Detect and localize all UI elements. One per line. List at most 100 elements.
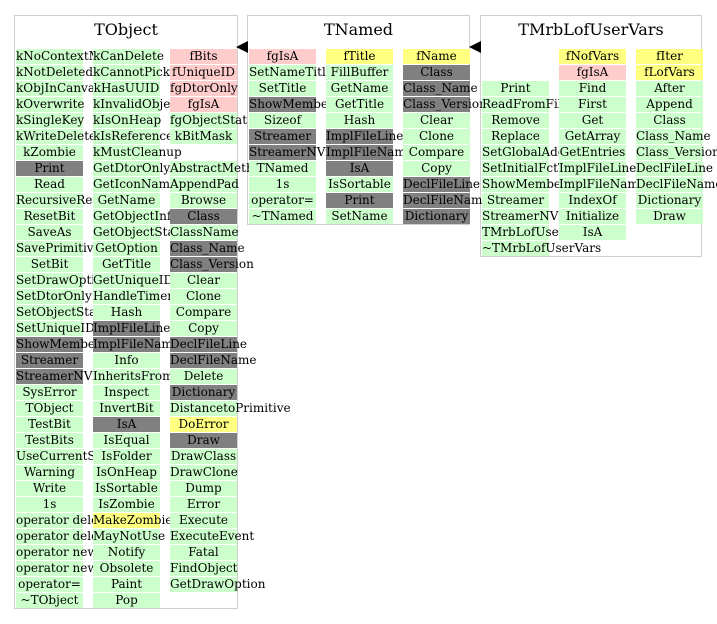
member-0-1-12: GetOption xyxy=(93,241,160,256)
member-2-2-0: fIter xyxy=(636,49,703,64)
member-2-2-1: fLofVars xyxy=(636,65,703,80)
member-2-2-4: Class xyxy=(636,113,703,128)
member-1-1-0: fTitle xyxy=(326,49,393,64)
member-0-1-27: IsSortable xyxy=(93,481,160,496)
member-0-2-21: Dictionary xyxy=(170,385,237,400)
member-2-0-10: StreamerNVirtual xyxy=(482,209,592,224)
member-0-0-24: TestBits xyxy=(16,433,83,448)
member-1-0-2: SetTitle xyxy=(249,81,316,96)
member-1-0-6: StreamerNVirtual xyxy=(249,145,359,160)
member-0-2-0: fBits xyxy=(170,49,237,64)
member-0-0-18: ShowMembers xyxy=(16,337,107,352)
member-1-1-1: FillBuffer xyxy=(326,65,393,80)
member-1-2-2: Class_Name xyxy=(403,81,478,96)
member-0-2-19: DeclFileName xyxy=(170,353,257,368)
member-1-2-8: DeclFileLine xyxy=(403,177,481,192)
member-0-2-13: Class_Version xyxy=(170,257,254,272)
member-0-1-16: Hash xyxy=(93,305,160,320)
member-0-1-28: IsZombie xyxy=(93,497,160,512)
member-0-2-23: DoError xyxy=(170,417,237,432)
member-0-1-20: InheritsFrom xyxy=(93,369,174,384)
member-2-2-6: Class_Version xyxy=(636,145,717,160)
member-0-0-23: TestBit xyxy=(16,417,83,432)
member-0-1-18: ImplFileName xyxy=(93,337,180,352)
member-1-1-5: ImplFileLine xyxy=(326,129,404,144)
member-0-1-10: GetObjectInfo xyxy=(93,209,179,224)
member-1-1-2: GetName xyxy=(326,81,393,96)
member-0-0-19: Streamer xyxy=(16,353,83,368)
member-1-1-7: IsA xyxy=(326,161,393,176)
member-0-2-17: Copy xyxy=(170,321,237,336)
member-0-0-2: kObjInCanvas xyxy=(16,81,102,96)
tobject-class-box xyxy=(14,15,238,609)
member-0-0-33: operator= xyxy=(16,577,83,592)
member-0-0-31: operator new xyxy=(16,545,98,560)
member-0-1-23: IsA xyxy=(93,417,160,432)
member-0-2-2: fgDtorOnly xyxy=(170,81,238,96)
member-0-1-19: Info xyxy=(93,353,160,368)
member-1-1-8: IsSortable xyxy=(326,177,393,192)
member-0-0-12: SavePrimitive xyxy=(16,241,101,256)
member-2-0-6: SetGlobalAddress xyxy=(482,145,591,160)
member-0-2-18: DeclFileLine xyxy=(170,337,248,352)
member-0-1-26: IsOnHeap xyxy=(93,465,160,480)
member-0-0-16: SetObjectStat xyxy=(16,305,102,320)
member-0-2-28: Error xyxy=(170,497,237,512)
member-2-0-4: Remove xyxy=(482,113,549,128)
member-0-2-6 xyxy=(170,145,237,160)
member-1-1-3: GetTitle xyxy=(326,97,393,112)
member-0-1-3: kInvalidObject xyxy=(93,97,182,112)
member-0-2-15: Clone xyxy=(170,289,237,304)
member-0-2-10: Class xyxy=(170,209,237,224)
member-0-2-30: ExecuteEvent xyxy=(170,529,255,544)
member-0-1-32: Obsolete xyxy=(93,561,160,576)
member-1-0-1: SetNameTitle xyxy=(249,65,333,80)
member-0-1-7: GetDtorOnly xyxy=(93,161,171,176)
member-2-2-8: DeclFileName xyxy=(636,177,717,192)
member-2-0-5: Replace xyxy=(482,129,549,144)
member-0-0-6: kZombie xyxy=(16,145,83,160)
member-0-1-22: InvertBit xyxy=(93,401,160,416)
member-2-0-12: ~TMrbLofUserVars xyxy=(482,241,602,256)
member-1-1-10: SetName xyxy=(326,209,393,224)
member-0-1-30: MayNotUse xyxy=(93,529,166,544)
member-0-0-21: SysError xyxy=(16,385,83,400)
member-2-2-10: Draw xyxy=(636,209,703,224)
member-0-0-0: kNoContextMenu xyxy=(16,49,124,64)
member-0-2-33: GetDrawOption xyxy=(170,577,266,592)
member-0-1-1: kCannotPick xyxy=(93,65,171,80)
member-0-2-16: Compare xyxy=(170,305,237,320)
member-2-2-2: After xyxy=(636,81,703,96)
member-0-1-13: GetTitle xyxy=(93,257,160,272)
member-0-0-3: kOverwrite xyxy=(16,97,85,112)
member-0-2-3: fgIsA xyxy=(170,97,237,112)
member-0-1-15: HandleTimer xyxy=(93,289,174,304)
member-0-0-14: SetDrawOption xyxy=(16,273,111,288)
member-0-1-25: IsFolder xyxy=(93,449,160,464)
inheritance-arrow-tmrblofuservars-to-tnamed xyxy=(469,41,481,53)
member-0-1-8: GetIconName xyxy=(93,177,178,192)
member-0-1-9: GetName xyxy=(93,193,160,208)
member-2-0-9: Streamer xyxy=(482,193,549,208)
member-0-2-32: FindObject xyxy=(170,561,238,576)
member-0-2-20: Delete xyxy=(170,369,237,384)
member-0-2-9: Browse xyxy=(170,193,237,208)
member-0-1-6: kMustCleanup xyxy=(93,145,182,160)
member-2-1-5: GetArray xyxy=(559,129,626,144)
member-0-2-26: DrawClone xyxy=(170,465,238,480)
member-2-1-4: Get xyxy=(559,113,626,128)
member-0-0-13: SetBit xyxy=(16,257,83,272)
inheritance-arrow-tnamed-to-tobject xyxy=(236,41,248,53)
member-1-2-4: Clear xyxy=(403,113,470,128)
member-0-2-24: Draw xyxy=(170,433,237,448)
member-0-2-7: AbstractMethod xyxy=(170,161,269,176)
member-2-1-6: GetEntries xyxy=(559,145,626,160)
member-1-2-0: fName xyxy=(403,49,470,64)
member-2-0-1 xyxy=(482,65,549,80)
member-2-2-9: Dictionary xyxy=(636,193,703,208)
member-1-0-0: fgIsA xyxy=(249,49,316,64)
member-0-2-4: fgObjectStat xyxy=(170,113,248,128)
member-0-0-15: SetDtorOnly xyxy=(16,289,92,304)
member-0-0-34: ~TObject xyxy=(16,593,83,608)
member-2-1-0: fNofVars xyxy=(559,49,626,64)
